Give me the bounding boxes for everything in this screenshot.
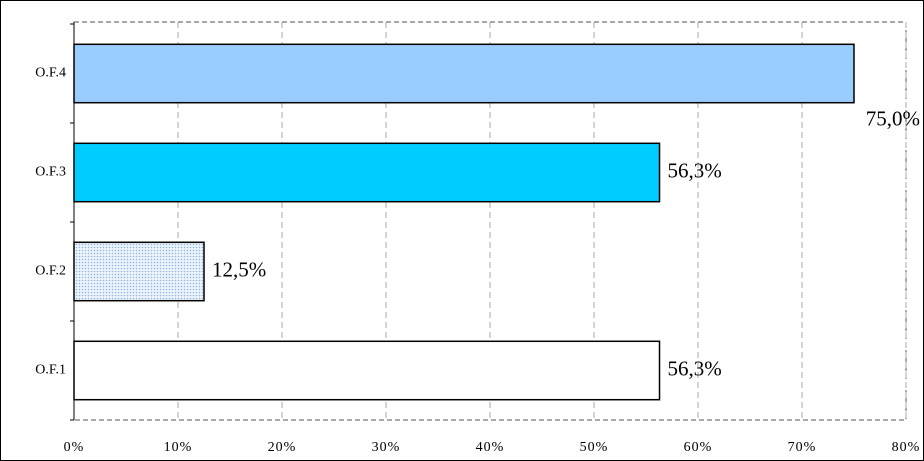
x-tick-label: 60% bbox=[684, 440, 713, 455]
x-tick-label: 30% bbox=[372, 440, 401, 455]
value-label: 12,5% bbox=[212, 257, 266, 281]
x-tick-label: 0% bbox=[64, 440, 85, 455]
x-tick-label: 70% bbox=[788, 440, 817, 455]
bar bbox=[73, 340, 661, 401]
y-tick-label: O.F.4 bbox=[35, 66, 66, 81]
x-tick-label: 20% bbox=[268, 440, 297, 455]
y-tick-label: O.F.1 bbox=[35, 363, 66, 378]
y-tick-label: O.F.2 bbox=[35, 264, 66, 279]
value-label: 75,0% bbox=[866, 107, 920, 131]
x-tick-label: 10% bbox=[164, 440, 193, 455]
x-tick-label: 50% bbox=[580, 440, 609, 455]
value-label: 56,3% bbox=[668, 356, 722, 380]
bar bbox=[73, 43, 855, 104]
x-tick-label: 40% bbox=[476, 440, 505, 455]
bar bbox=[73, 142, 661, 203]
value-label: 56,3% bbox=[668, 158, 722, 182]
x-tick-label: 80% bbox=[892, 440, 921, 455]
bar bbox=[73, 241, 205, 302]
y-tick-label: O.F.3 bbox=[35, 165, 66, 180]
